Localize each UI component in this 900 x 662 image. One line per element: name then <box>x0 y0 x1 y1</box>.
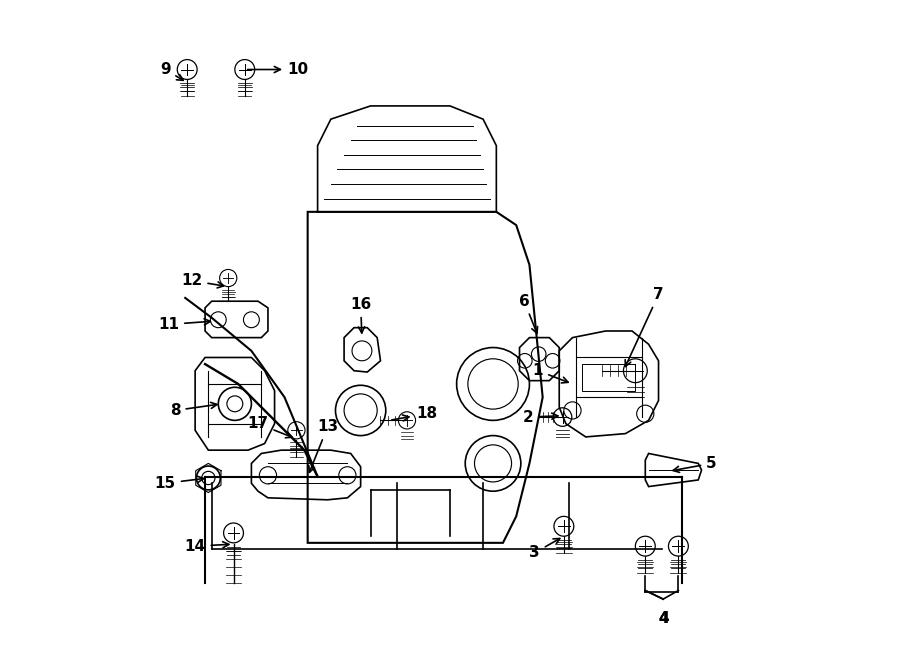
Text: 18: 18 <box>392 406 437 421</box>
Text: 8: 8 <box>170 402 217 418</box>
Text: 14: 14 <box>184 539 229 553</box>
Text: 4: 4 <box>658 612 669 626</box>
Text: 7: 7 <box>626 287 664 367</box>
Text: 17: 17 <box>248 416 292 438</box>
Text: 12: 12 <box>181 273 224 288</box>
Text: 3: 3 <box>529 538 560 560</box>
Text: 10: 10 <box>248 62 309 77</box>
Text: 13: 13 <box>309 420 338 472</box>
Text: 16: 16 <box>350 297 372 333</box>
Text: 4: 4 <box>658 612 669 626</box>
Text: 11: 11 <box>158 317 211 332</box>
Text: 1: 1 <box>533 363 568 383</box>
Text: 5: 5 <box>673 456 716 473</box>
Text: 15: 15 <box>155 476 203 491</box>
Text: 2: 2 <box>523 410 558 424</box>
Text: 9: 9 <box>160 62 184 80</box>
Text: 4: 4 <box>658 612 669 626</box>
Text: 6: 6 <box>518 294 537 333</box>
